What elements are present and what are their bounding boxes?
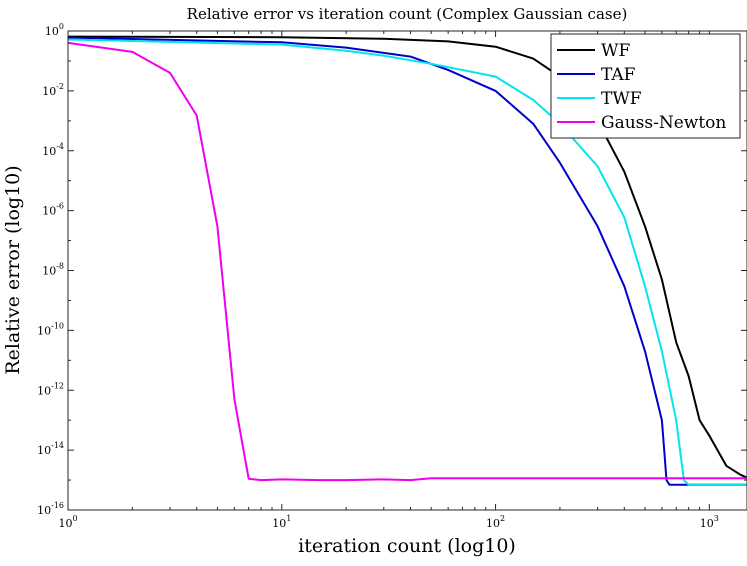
legend: WF TAF TWF Gauss-Newton [550, 33, 741, 139]
y-tick-label: 100 [45, 22, 64, 38]
legend-label-twf: TWF [601, 89, 642, 109]
y-tick-label: 10-12 [37, 381, 64, 397]
series-layer [68, 35, 747, 486]
y-tick-label: 10-6 [42, 202, 64, 218]
y-tick-label: 10-8 [42, 262, 64, 278]
y-tick-label: 10-2 [42, 82, 64, 98]
axes-layer: 100 101 102 103 100 10-2 10-4 10-6 10-8 10-10 10-1… [37, 22, 747, 530]
series-line-gauss-newton [68, 41, 747, 482]
series-line-taf [68, 36, 747, 486]
x-tick-label: 100 [58, 514, 77, 530]
y-tick-label: 10-16 [37, 501, 64, 517]
y-axis-title: Relative error (log10) [2, 165, 24, 374]
series-line-wf [68, 35, 747, 479]
series-line-twf [68, 38, 747, 486]
x-tick-label: 101 [272, 514, 291, 530]
y-tick-label: 10-4 [42, 142, 64, 158]
x-axis-title: iteration count (log10) [298, 535, 516, 557]
legend-label-wf: WF [601, 41, 630, 61]
legend-box [550, 33, 741, 139]
y-tick-label: 10-14 [37, 441, 64, 457]
x-tick-label: 102 [486, 514, 505, 530]
x-tick-label: 103 [700, 514, 719, 530]
chart-title: Relative error vs iteration count (Compl… [187, 5, 628, 23]
legend-label-gauss-newton: Gauss-Newton [601, 113, 726, 133]
legend-label-taf: TAF [601, 65, 636, 85]
y-tick-label: 10-10 [37, 321, 64, 337]
